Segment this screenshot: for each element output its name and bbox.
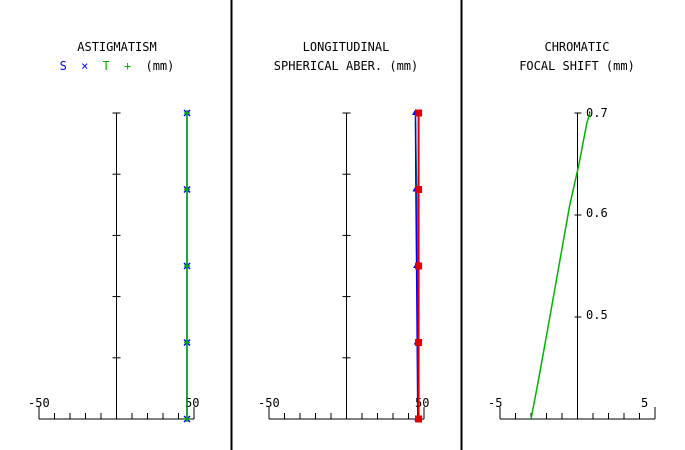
marker-plus: [184, 339, 191, 346]
marker-plus: [184, 263, 191, 269]
spherical-title-line2: SPHERICAL ABER. (mm): [274, 59, 419, 73]
chromatic-title-line1: CHROMATIC: [544, 40, 609, 54]
legend-t-marker: +: [124, 59, 131, 73]
marker-square: [415, 109, 423, 117]
legend-s-label: S: [60, 59, 67, 73]
marker-plus: [184, 416, 191, 422]
sph-xtick-min: -50: [258, 396, 280, 410]
marker-square: [415, 186, 423, 193]
series-line: [530, 112, 591, 420]
series-layer: [183, 109, 591, 423]
astig-xtick-min: -50: [28, 396, 50, 410]
chrom-xtick-min: -5: [488, 396, 502, 410]
marker-square: [415, 415, 423, 423]
chrom-ytick-label: 0.7: [586, 106, 608, 120]
legend-units: (mm): [145, 59, 174, 73]
astigmatism-title: ASTIGMATISM: [77, 40, 156, 54]
spherical-title-line1: LONGITUDINAL: [303, 40, 390, 54]
astig-xtick-max: 50: [185, 396, 199, 410]
axes-layer: [38, 112, 656, 420]
astigmatism-legend: S × T + (mm): [60, 59, 175, 73]
marker-square: [415, 262, 423, 270]
legend-t-label: T: [103, 59, 110, 73]
marker-plus: [184, 186, 191, 193]
chrom-xtick-max: 5: [641, 396, 648, 410]
chrom-ytick-label: 0.5: [586, 308, 608, 322]
legend-s-marker: ×: [81, 59, 88, 73]
marker-plus: [184, 110, 191, 116]
chromatic-title-line2: FOCAL SHIFT (mm): [519, 59, 635, 73]
marker-square: [415, 339, 423, 346]
chrom-ytick-label: 0.6: [586, 206, 608, 220]
